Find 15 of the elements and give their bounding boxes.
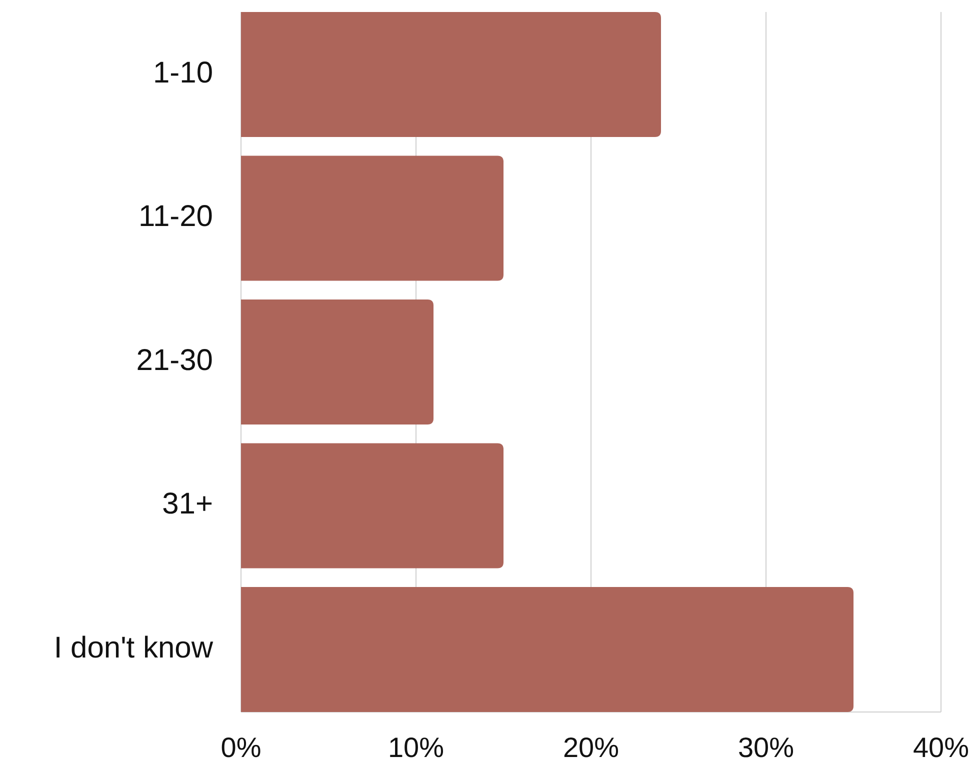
x-tick-label: 40% — [912, 732, 970, 763]
x-tick-label: 20% — [562, 732, 620, 763]
x-tick-label: 30% — [738, 732, 794, 763]
y-tick-label: 1-10 — [152, 56, 213, 90]
bar — [241, 12, 661, 138]
x-tick-label: 10% — [388, 732, 444, 763]
bar — [241, 443, 504, 568]
bar — [241, 299, 434, 425]
bar — [241, 156, 504, 281]
y-tick-label: 21-30 — [136, 344, 213, 377]
y-tick-label: 31+ — [162, 488, 213, 521]
y-tick-label: I don't know — [54, 631, 214, 664]
x-tick-label: 0% — [220, 732, 262, 763]
bar — [241, 586, 854, 712]
y-tick-label: 11-20 — [138, 200, 213, 234]
